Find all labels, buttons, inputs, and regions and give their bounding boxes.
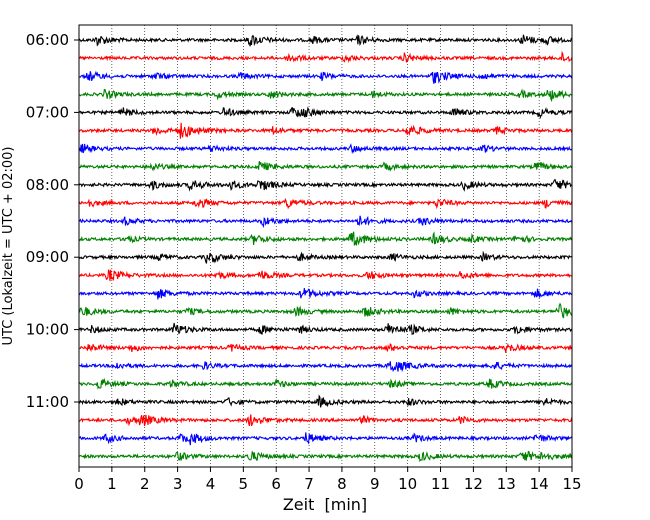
x-tick-label: 3 [173,475,183,493]
x-tick-label: 2 [140,475,150,493]
trace-09:45 [78,302,573,319]
trace-10:15 [78,342,573,353]
x-tick-label: 4 [206,475,216,493]
trace-07:30 [78,143,573,155]
x-tick-label: 13 [497,475,516,493]
plot-border [78,24,573,468]
x-tick-label: 10 [398,475,417,493]
x-axis-label: Zeit [min] [283,495,367,514]
trace-08:30 [78,215,573,229]
x-tick-label: 15 [562,475,581,493]
x-tick-label: 0 [74,475,84,493]
trace-10:00 [78,322,573,336]
trace-06:00 [78,34,573,47]
x-tick-label: 9 [370,475,380,493]
x-tick-label: 5 [239,475,249,493]
trace-07:00 [78,106,573,119]
trace-11:15 [78,414,573,427]
trace-06:45 [78,88,573,103]
y-axis-label: UTC (Lokalzeit = UTC + 02:00) [1,147,16,346]
seismic-traces [78,34,573,463]
trace-11:30 [78,432,573,446]
trace-10:30 [78,361,573,373]
trace-07:45 [78,161,573,172]
y-tick-label: 07:00 [26,103,69,121]
trace-09:15 [78,269,573,282]
y-tick-label: 06:00 [26,31,69,49]
trace-11:00 [78,394,573,408]
x-tick-label: 8 [337,475,347,493]
trace-07:15 [78,122,573,139]
trace-08:00 [78,178,573,192]
x-tick-label: 1 [107,475,117,493]
y-tick-label: 08:00 [26,176,69,194]
trace-08:45 [78,231,573,247]
y-tick-label: 10:00 [26,321,69,339]
trace-08:15 [78,197,573,210]
y-tick-label: 11:00 [26,393,69,411]
trace-11:45 [78,450,573,463]
trace-06:30 [78,70,573,84]
x-tick-label: 14 [530,475,549,493]
x-axis-ticks: 0 1 2 3 4 5 6 7 8 9 10 11 12 13 14 15 [74,467,582,493]
x-tick-label: 7 [304,475,314,493]
plot-area [79,25,572,467]
x-tick-label: 12 [464,475,483,493]
trace-09:30 [78,288,573,300]
x-tick-label: 6 [271,475,281,493]
x-tick-label: 11 [431,475,450,493]
y-tick-label: 09:00 [26,248,69,266]
trace-06:15 [78,50,573,64]
trace-10:45 [78,377,573,390]
y-axis-ticks: 06:00 07:00 08:00 09:00 10:00 11:00 [26,31,79,411]
trace-09:00 [78,250,573,264]
